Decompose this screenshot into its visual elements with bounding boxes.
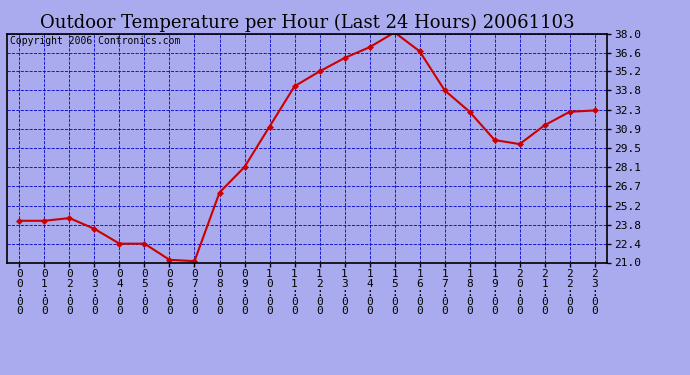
Text: Copyright 2006 Contronics.com: Copyright 2006 Contronics.com: [10, 36, 180, 46]
Title: Outdoor Temperature per Hour (Last 24 Hours) 20061103: Outdoor Temperature per Hour (Last 24 Ho…: [40, 14, 574, 32]
